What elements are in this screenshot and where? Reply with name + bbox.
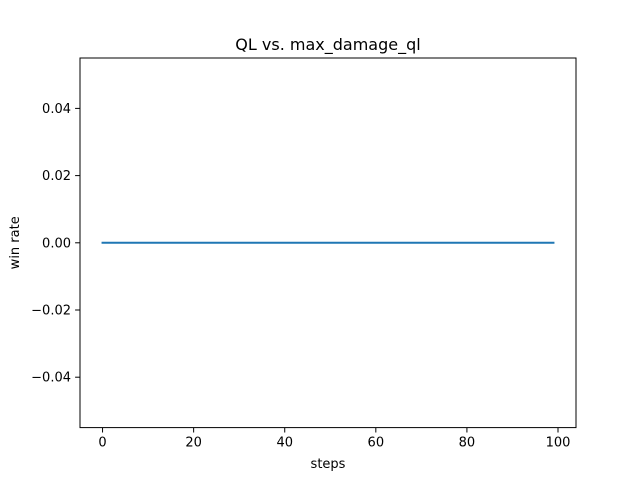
x-tick-label: 60 [368, 436, 385, 451]
x-tick-label: 20 [185, 436, 202, 451]
y-axis: −0.04 −0.02 0.00 0.02 0.04 [31, 102, 80, 386]
y-tick-label: 0.04 [42, 102, 71, 117]
x-axis-label: steps [311, 457, 346, 472]
axes-frame [79, 57, 577, 429]
x-axis: 0 20 40 60 80 100 [98, 427, 571, 451]
y-tick-label: −0.02 [31, 304, 71, 319]
x-tick-label: 100 [546, 436, 571, 451]
y-tick-label: 0.02 [42, 169, 71, 184]
chart-title: QL vs. max_damage_ql [235, 35, 420, 55]
y-tick-label: 0.00 [42, 236, 71, 251]
x-tick-label: 0 [98, 436, 106, 451]
x-tick-label: 40 [276, 436, 293, 451]
x-tick-label: 80 [459, 436, 476, 451]
y-axis-label: win rate [8, 216, 23, 269]
y-tick-label: −0.04 [31, 371, 71, 386]
